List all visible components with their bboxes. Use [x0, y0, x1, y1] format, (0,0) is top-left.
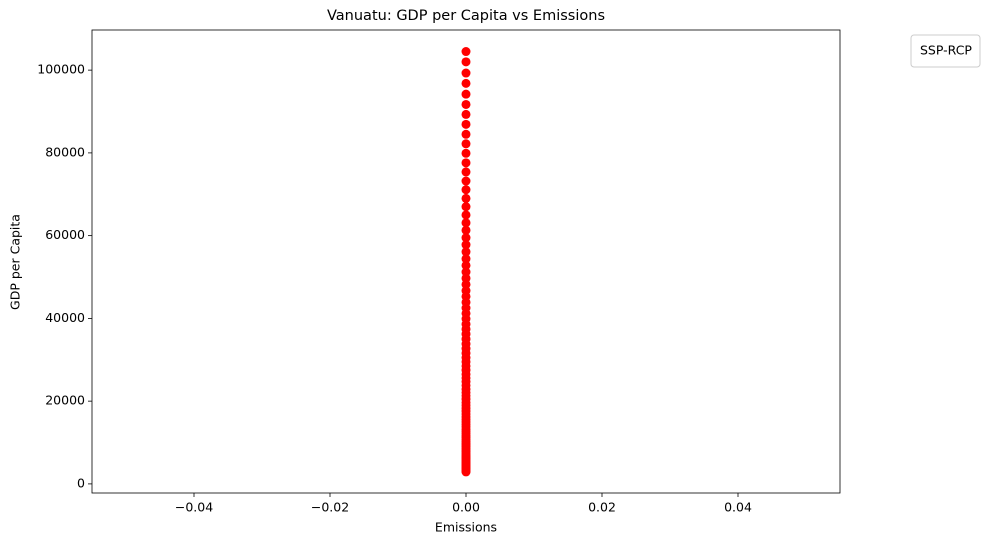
y-tick-label: 0 — [77, 475, 85, 490]
x-tick-label: 0.04 — [724, 500, 752, 515]
y-tick-label: 40000 — [45, 310, 85, 325]
point — [461, 193, 471, 203]
point — [461, 47, 471, 57]
y-tick-label: 80000 — [45, 144, 85, 159]
point — [461, 233, 471, 243]
point — [461, 467, 471, 477]
point — [461, 78, 471, 88]
y-tick-label: 100000 — [37, 62, 85, 77]
point — [461, 129, 471, 139]
point — [461, 99, 471, 109]
point — [461, 279, 471, 289]
point — [461, 202, 471, 212]
point — [461, 57, 471, 67]
legend-box — [910, 34, 981, 68]
point — [461, 176, 471, 186]
point — [461, 254, 471, 264]
point — [461, 225, 471, 235]
point — [461, 247, 471, 257]
point — [461, 273, 471, 283]
y-tick-label: 20000 — [45, 393, 85, 408]
point — [461, 185, 471, 195]
point — [461, 158, 471, 168]
point — [461, 218, 471, 228]
chart-title: Vanuatu: GDP per Capita vs Emissions — [327, 8, 605, 24]
point — [461, 89, 471, 99]
point — [461, 148, 471, 158]
point — [461, 68, 471, 78]
point — [461, 267, 471, 277]
point — [461, 260, 471, 270]
point — [461, 139, 471, 149]
point — [461, 210, 471, 220]
point — [461, 119, 471, 129]
x-tick-label: 0.02 — [588, 500, 616, 515]
x-tick-label: −0.02 — [311, 500, 349, 515]
y-tick-label: 60000 — [45, 227, 85, 242]
point — [461, 167, 471, 177]
y-axis-label: GDP per Capita — [8, 214, 23, 310]
x-axis-label: Emissions — [435, 520, 497, 535]
x-tick-label: 0.00 — [452, 500, 480, 515]
x-tick-label: −0.04 — [175, 500, 213, 515]
point — [461, 109, 471, 119]
legend-title: SSP-RCP — [920, 43, 972, 58]
point — [461, 240, 471, 250]
